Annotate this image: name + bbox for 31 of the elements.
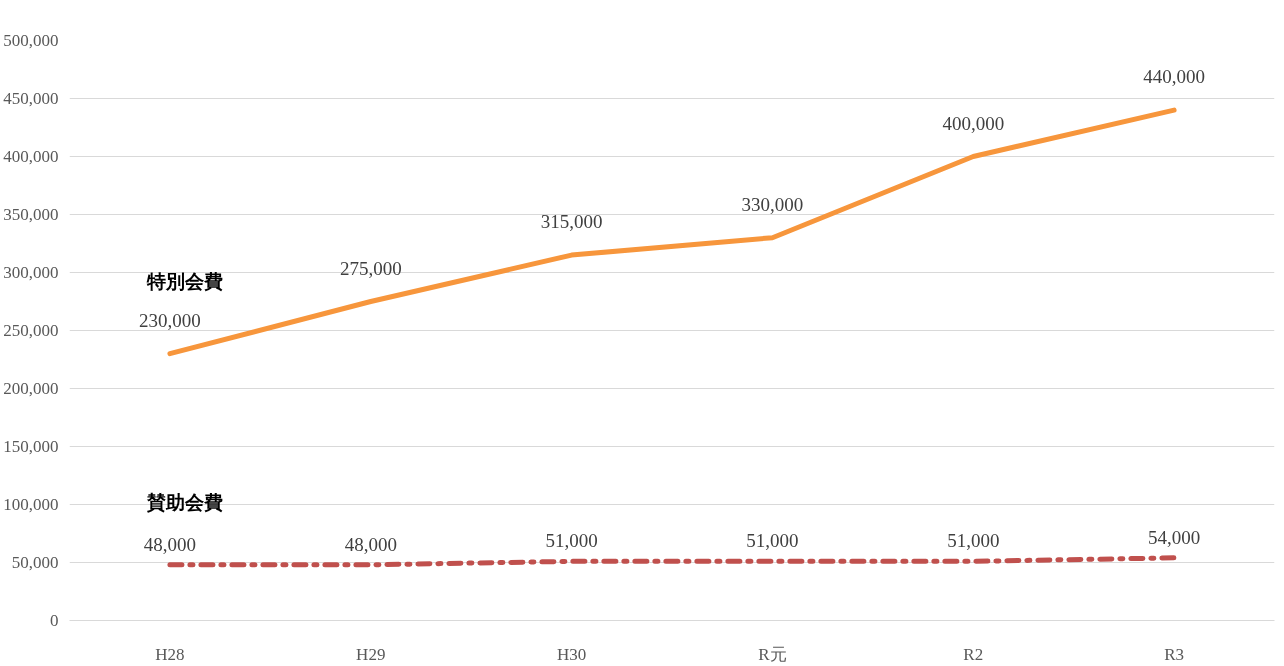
x-tick-label: R3: [1164, 644, 1185, 664]
text: 賛助会費: [145, 490, 223, 513]
y-tick-label: 150,000: [3, 437, 59, 456]
data-label: 48,000: [344, 533, 397, 555]
y-tick-label: 50,000: [11, 553, 59, 572]
y-tick-label: 350,000: [3, 205, 59, 224]
y-tick-label: 500,000: [3, 31, 59, 50]
data-label: 230,000: [139, 309, 201, 331]
x-tick-label: R元: [758, 644, 787, 664]
x-tick-label: H30: [556, 644, 587, 664]
data-label: 48,000: [143, 533, 197, 555]
data-label: 330,000: [741, 193, 804, 215]
y-tick-label: 100,000: [3, 495, 59, 514]
data-label: 440,000: [1143, 66, 1205, 88]
y-tick-label: 250,000: [3, 321, 59, 340]
x-tick-label: R2: [963, 644, 984, 664]
x-tick-label: H28: [155, 644, 185, 664]
y-tick-label: 200,000: [3, 379, 59, 398]
data-label: 54,000: [1147, 526, 1201, 548]
x-tick-label: H29: [356, 644, 386, 664]
data-label: 400,000: [942, 112, 1005, 134]
y-tick-label: 300,000: [3, 263, 59, 282]
data-label: 275,000: [339, 257, 402, 279]
y-tick-label: 450,000: [3, 89, 59, 108]
text: 特別会費: [145, 269, 223, 292]
y-tick-label: 0: [50, 611, 59, 630]
data-label: 51,000: [947, 530, 1000, 552]
data-label: 315,000: [540, 211, 603, 233]
data-label: 51,000: [746, 530, 799, 552]
y-tick-label: 400,000: [3, 147, 59, 166]
data-label: 51,000: [545, 530, 598, 552]
